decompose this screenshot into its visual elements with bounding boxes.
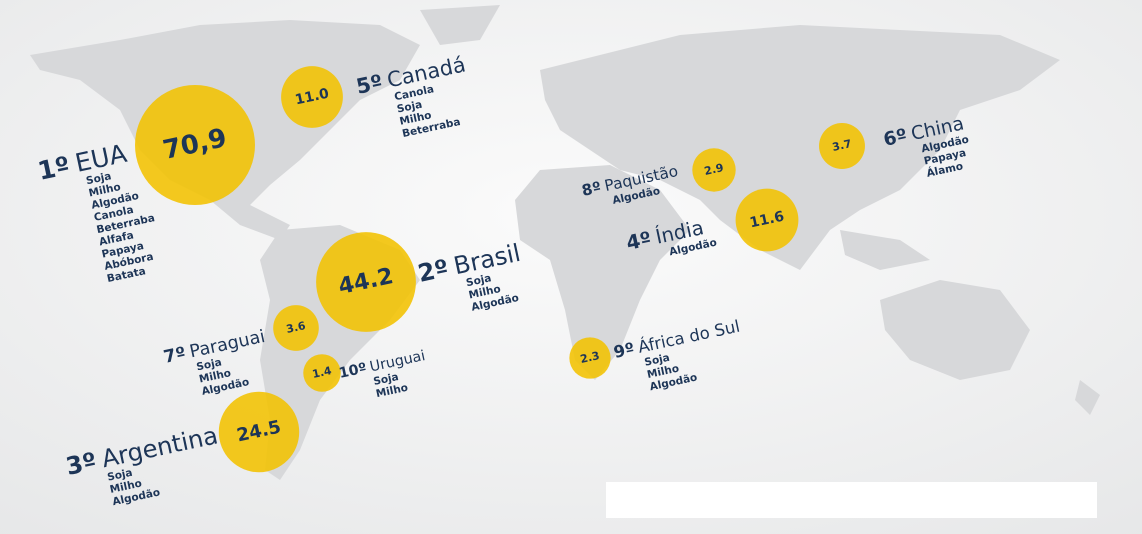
- bubble-value: 3.6: [285, 319, 307, 336]
- bubble: [819, 123, 865, 169]
- rank: 5º: [354, 70, 385, 99]
- country-label: 1ºEUASojaMilhoAlgodãoCanolaBeterrabaAlfa…: [35, 139, 156, 285]
- crop: Soja: [396, 99, 423, 116]
- rank: 9º: [612, 339, 636, 362]
- rank: 6º: [882, 125, 909, 150]
- bubble: [303, 354, 341, 392]
- bubble: [316, 232, 416, 332]
- bubble-value: 3.7: [831, 137, 853, 154]
- bubble: [735, 188, 799, 252]
- rank: 8º: [580, 178, 603, 200]
- rank: 7º: [162, 344, 188, 368]
- crop: Soja: [106, 467, 133, 484]
- rank: 2º: [415, 254, 451, 288]
- bubble: [281, 66, 343, 128]
- crop: Soja: [85, 170, 112, 187]
- bubble-value: 11.6: [748, 209, 786, 232]
- crop: Soja: [372, 371, 399, 388]
- crop: Soja: [465, 272, 492, 289]
- rank: 3º: [63, 447, 99, 481]
- rank: 4º: [624, 227, 653, 255]
- bubble: [135, 85, 255, 205]
- rank: 1º: [35, 151, 72, 186]
- bubble: [218, 391, 300, 473]
- bubble: [273, 305, 319, 351]
- bubble-value: 11.0: [294, 86, 331, 109]
- bubble: [569, 337, 611, 379]
- blank-panel: [606, 482, 1097, 518]
- bubble-value: 1.4: [311, 364, 333, 381]
- crop: Soja: [643, 352, 670, 369]
- rank: 10º: [338, 360, 369, 381]
- bubble-value: 2.3: [579, 349, 601, 366]
- bubble: [692, 148, 736, 192]
- bubble-value: 2.9: [703, 161, 725, 178]
- crop: Soja: [195, 356, 222, 373]
